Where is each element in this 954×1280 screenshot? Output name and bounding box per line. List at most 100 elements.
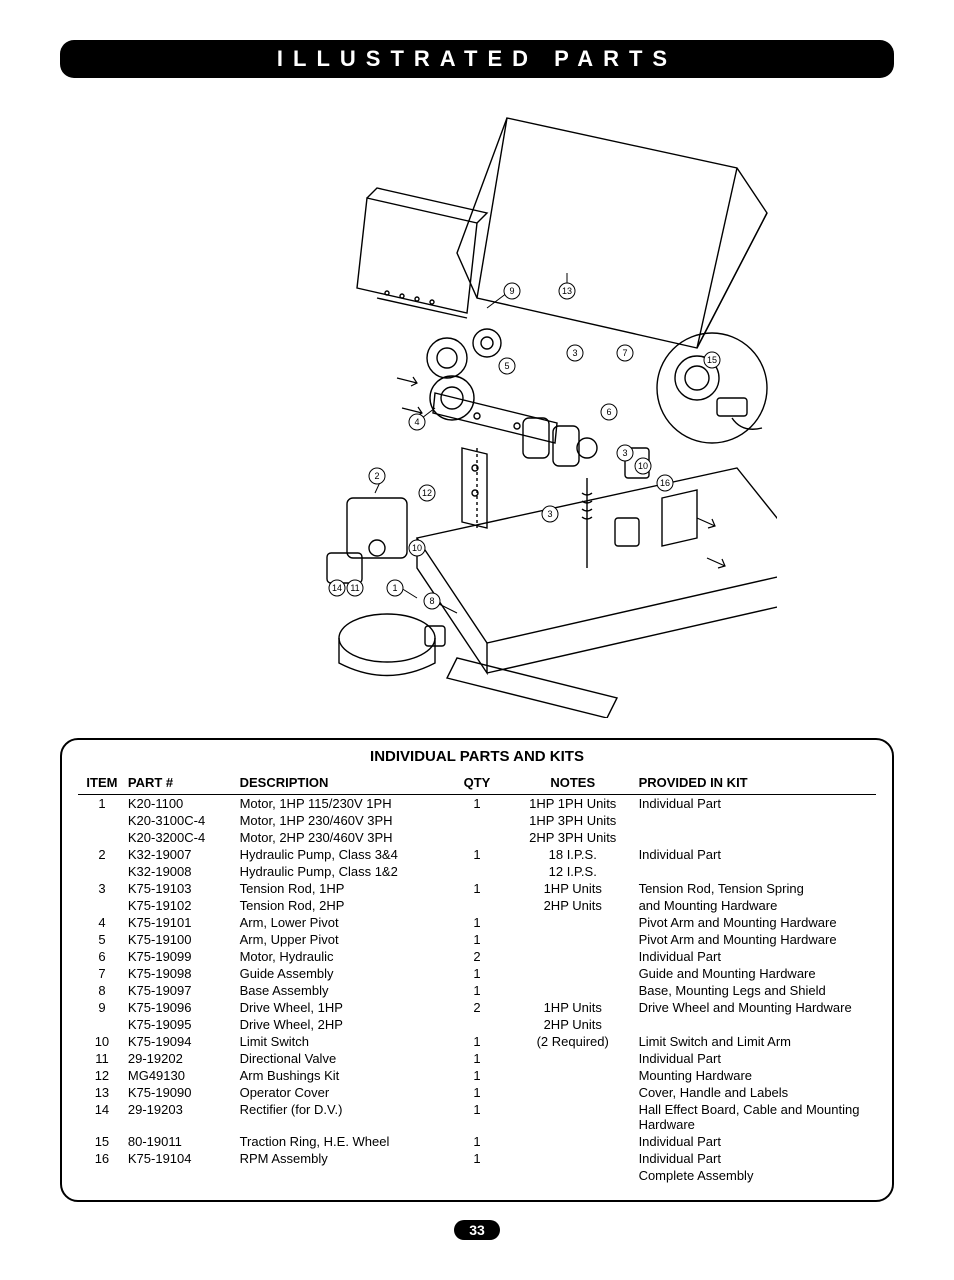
cell-part: K75-19098 bbox=[126, 965, 238, 982]
cell-qty bbox=[445, 863, 509, 880]
cell-desc: Drive Wheel, 1HP bbox=[238, 999, 445, 1016]
cell-qty: 2 bbox=[445, 948, 509, 965]
cell-desc: Tension Rod, 1HP bbox=[238, 880, 445, 897]
callout-3c: 3 bbox=[542, 506, 558, 522]
cell-qty: 1 bbox=[445, 914, 509, 931]
col-notes: NOTES bbox=[509, 771, 637, 795]
cell-kit: Guide and Mounting Hardware bbox=[637, 965, 876, 982]
cell-desc: Tension Rod, 2HP bbox=[238, 897, 445, 914]
cell-qty bbox=[445, 1016, 509, 1033]
cell-kit: and Mounting Hardware bbox=[637, 897, 876, 914]
cell-qty bbox=[445, 829, 509, 846]
cell-desc: Traction Ring, H.E. Wheel bbox=[238, 1133, 445, 1150]
cell-part: K32-19007 bbox=[126, 846, 238, 863]
cell-part: K75-19094 bbox=[126, 1033, 238, 1050]
col-desc: DESCRIPTION bbox=[238, 771, 445, 795]
cell-notes bbox=[509, 948, 637, 965]
cell-desc: Arm Bushings Kit bbox=[238, 1067, 445, 1084]
cell-item: 9 bbox=[78, 999, 126, 1016]
cell-item: 5 bbox=[78, 931, 126, 948]
table-row: K75-19102Tension Rod, 2HP2HP Unitsand Mo… bbox=[78, 897, 876, 914]
table-row: 1K20-1100Motor, 1HP 115/230V 1PH11HP 1PH… bbox=[78, 795, 876, 813]
cell-qty: 1 bbox=[445, 846, 509, 863]
svg-text:2: 2 bbox=[374, 471, 379, 481]
callout-11: 11 bbox=[347, 580, 363, 596]
svg-text:8: 8 bbox=[429, 596, 434, 606]
svg-text:12: 12 bbox=[422, 488, 432, 498]
svg-text:10: 10 bbox=[638, 461, 648, 471]
cell-kit bbox=[637, 863, 876, 880]
cell-kit bbox=[637, 1016, 876, 1033]
cell-kit: Individual Part bbox=[637, 1050, 876, 1067]
svg-text:5: 5 bbox=[504, 361, 509, 371]
table-row: 6K75-19099Motor, Hydraulic2Individual Pa… bbox=[78, 948, 876, 965]
table-row: Complete Assembly bbox=[78, 1167, 876, 1184]
cell-kit: Base, Mounting Legs and Shield bbox=[637, 982, 876, 999]
svg-text:7: 7 bbox=[622, 348, 627, 358]
col-qty: QTY bbox=[445, 771, 509, 795]
table-row: 12MG49130Arm Bushings Kit1Mounting Hardw… bbox=[78, 1067, 876, 1084]
cell-notes: 18 I.P.S. bbox=[509, 846, 637, 863]
cell-desc: Hydraulic Pump, Class 1&2 bbox=[238, 863, 445, 880]
cell-item bbox=[78, 829, 126, 846]
cell-item bbox=[78, 1167, 126, 1184]
cell-item: 3 bbox=[78, 880, 126, 897]
cell-item: 13 bbox=[78, 1084, 126, 1101]
cell-qty: 1 bbox=[445, 931, 509, 948]
cell-notes bbox=[509, 1067, 637, 1084]
table-row: K32-19008Hydraulic Pump, Class 1&212 I.P… bbox=[78, 863, 876, 880]
cell-notes: 1HP 3PH Units bbox=[509, 812, 637, 829]
cell-part: K20-3100C-4 bbox=[126, 812, 238, 829]
cell-kit: Drive Wheel and Mounting Hardware bbox=[637, 999, 876, 1016]
cell-kit: Individual Part bbox=[637, 948, 876, 965]
cell-desc: Arm, Upper Pivot bbox=[238, 931, 445, 948]
svg-text:3: 3 bbox=[572, 348, 577, 358]
cell-desc: RPM Assembly bbox=[238, 1150, 445, 1167]
cell-qty: 2 bbox=[445, 999, 509, 1016]
cell-part: K20-3200C-4 bbox=[126, 829, 238, 846]
cell-kit bbox=[637, 829, 876, 846]
cell-part: K75-19096 bbox=[126, 999, 238, 1016]
callout-12: 12 bbox=[419, 485, 435, 501]
cell-desc: Base Assembly bbox=[238, 982, 445, 999]
cell-qty: 1 bbox=[445, 1033, 509, 1050]
cell-notes bbox=[509, 931, 637, 948]
cell-item: 11 bbox=[78, 1050, 126, 1067]
cell-qty: 1 bbox=[445, 982, 509, 999]
svg-text:11: 11 bbox=[350, 583, 359, 593]
svg-text:16: 16 bbox=[660, 478, 670, 488]
svg-text:1: 1 bbox=[392, 583, 397, 593]
cell-item: 10 bbox=[78, 1033, 126, 1050]
cell-qty: 1 bbox=[445, 1067, 509, 1084]
cell-qty: 1 bbox=[445, 1101, 509, 1133]
cell-item: 7 bbox=[78, 965, 126, 982]
callout-3b: 3 bbox=[617, 445, 633, 461]
cell-notes: 12 I.P.S. bbox=[509, 863, 637, 880]
col-item: ITEM bbox=[78, 771, 126, 795]
exploded-diagram-svg: 9 13 4 5 3 7 6 3 10 16 15 2 12 3 10 14 1… bbox=[177, 98, 777, 718]
cell-part: K20-1100 bbox=[126, 795, 238, 813]
cell-part: 80-19011 bbox=[126, 1133, 238, 1150]
cell-item: 14 bbox=[78, 1101, 126, 1133]
table-row: K20-3100C-4Motor, 1HP 230/460V 3PH1HP 3P… bbox=[78, 812, 876, 829]
cell-item bbox=[78, 1016, 126, 1033]
table-row: 3K75-19103Tension Rod, 1HP11HP UnitsTens… bbox=[78, 880, 876, 897]
col-part: PART # bbox=[126, 771, 238, 795]
cell-kit: Limit Switch and Limit Arm bbox=[637, 1033, 876, 1050]
callout-16: 16 bbox=[657, 475, 673, 491]
cell-item: 1 bbox=[78, 795, 126, 813]
cell-notes bbox=[509, 1084, 637, 1101]
cell-kit bbox=[637, 812, 876, 829]
svg-text:3: 3 bbox=[622, 448, 627, 458]
table-row: 16K75-19104RPM Assembly1Individual Part bbox=[78, 1150, 876, 1167]
cell-item: 2 bbox=[78, 846, 126, 863]
svg-text:6: 6 bbox=[606, 407, 611, 417]
cell-part: K75-19103 bbox=[126, 880, 238, 897]
cell-part: K75-19102 bbox=[126, 897, 238, 914]
table-row: K20-3200C-4Motor, 2HP 230/460V 3PH2HP 3P… bbox=[78, 829, 876, 846]
table-row: 8K75-19097Base Assembly1Base, Mounting L… bbox=[78, 982, 876, 999]
cell-notes: 2HP 3PH Units bbox=[509, 829, 637, 846]
cell-notes: 1HP Units bbox=[509, 999, 637, 1016]
table-row: 2K32-19007Hydraulic Pump, Class 3&4118 I… bbox=[78, 846, 876, 863]
table-row: 1429-19203Rectifier (for D.V.)1Hall Effe… bbox=[78, 1101, 876, 1133]
